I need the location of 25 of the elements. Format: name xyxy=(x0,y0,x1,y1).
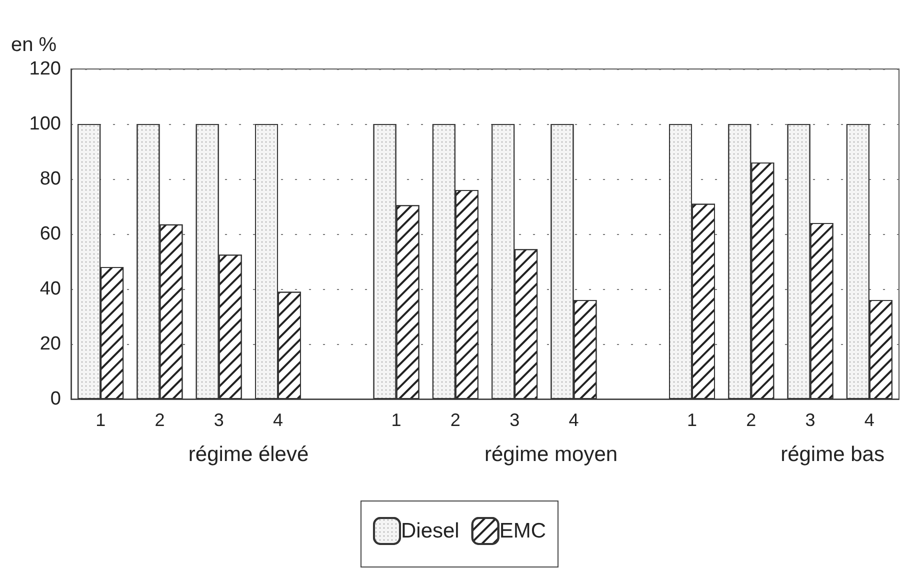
x-tick-label: 4 xyxy=(568,410,579,430)
legend-label: Diesel xyxy=(400,520,460,542)
text: régime élevé xyxy=(188,443,309,466)
x-tick-label: 2 xyxy=(450,410,460,430)
y-tick-label: 120 xyxy=(29,58,61,80)
x-tick-label: 1 xyxy=(96,410,106,430)
x-tick-label: 2 xyxy=(746,410,756,430)
x-tick-label: 4 xyxy=(272,410,284,430)
y-tick-label: 60 xyxy=(40,224,61,244)
x-tick-label: 1 xyxy=(686,410,698,430)
x-tick-label: 3 xyxy=(510,410,520,430)
y-tick-label: 80 xyxy=(40,168,61,190)
x-tick-label: 1 xyxy=(391,410,402,430)
y-tick-label: 100 xyxy=(29,114,61,134)
x-tick-label: 2 xyxy=(154,410,165,430)
x-tick-label: 3 xyxy=(805,410,816,430)
y-axis-title: en % xyxy=(11,34,57,56)
legend-label: EMC xyxy=(499,520,546,542)
text: régime bas xyxy=(780,443,884,466)
text: régime moyen xyxy=(484,443,618,466)
x-tick-label: 3 xyxy=(214,410,224,430)
y-tick-label: 0 xyxy=(50,388,61,410)
x-tick-label: 4 xyxy=(864,410,874,430)
y-tick-label: 40 xyxy=(40,278,61,300)
y-tick-label: 20 xyxy=(40,334,61,354)
